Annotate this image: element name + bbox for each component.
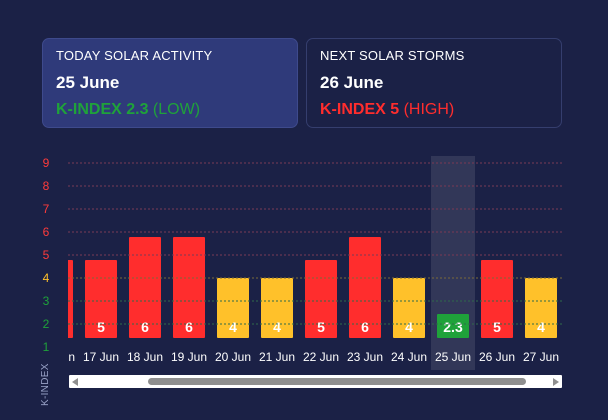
triangle-left-icon[interactable]: [72, 378, 78, 386]
y-tick-label: 7: [43, 202, 50, 216]
y-tick-label: 1: [43, 340, 50, 354]
today-date: 25 June: [56, 73, 120, 92]
next-k-index: K-INDEX 5 (HIGH): [320, 101, 548, 119]
bar-value-label: 2.3: [443, 319, 463, 335]
x-tick-label: 17 Jun: [83, 350, 119, 364]
bar-value-label: 5: [493, 319, 501, 335]
x-tick-label: 19 Jun: [171, 350, 207, 364]
bar: [305, 260, 337, 338]
x-tick-label: 16 Jun: [39, 350, 75, 364]
bar-value-label: 4: [405, 319, 413, 335]
x-tick-label: 21 Jun: [259, 350, 295, 364]
x-tick-label: 23 Jun: [347, 350, 383, 364]
bar: [217, 278, 249, 338]
bar-value-label: 4: [273, 319, 281, 335]
next-storms-card: NEXT SOLAR STORMS 26 June K-INDEX 5 (HIG…: [306, 38, 562, 128]
bar-value-label: 4: [229, 319, 237, 335]
today-k-index: K-INDEX 2.3 (LOW): [56, 101, 284, 119]
y-tick-label: 4: [43, 271, 50, 285]
next-k-value: K-INDEX 5: [320, 101, 400, 118]
bar-value-label: 4: [537, 319, 545, 335]
bar: [349, 237, 381, 338]
x-tick-label: 24 Jun: [391, 350, 427, 364]
next-date: 26 June: [320, 73, 384, 92]
y-tick-label: 8: [43, 179, 50, 193]
y-axis-title: K-INDEX: [40, 363, 51, 406]
bar: [85, 260, 117, 338]
y-tick-label: 2: [43, 317, 50, 331]
plot-area: 16 Jun 5 17 Jun 6 18 Jun 6 19 Jun 4 20 Jun 4 21 Ju…: [39, 156, 559, 370]
bar: [437, 314, 469, 338]
y-tick-label: 3: [43, 294, 50, 308]
bar-value-label: 5: [97, 319, 105, 335]
next-k-level: (HIGH): [403, 101, 455, 118]
today-k-value: K-INDEX 2.3: [56, 101, 149, 118]
triangle-right-icon[interactable]: [553, 378, 559, 386]
bar: [173, 237, 205, 338]
x-tick-label: 20 Jun: [215, 350, 251, 364]
bar: [129, 237, 161, 338]
bar: [525, 278, 557, 338]
x-tick-label: 22 Jun: [303, 350, 339, 364]
today-label: TODAY SOLAR ACTIVITY: [56, 48, 213, 63]
x-tick-label: 26 Jun: [479, 350, 515, 364]
x-tick-label: 18 Jun: [127, 350, 163, 364]
y-tick-label: 5: [43, 248, 50, 262]
y-tick-label: 9: [43, 156, 50, 170]
x-tick-label: 27 Jun: [523, 350, 559, 364]
today-k-level: (LOW): [152, 101, 201, 118]
chart-scrollbar[interactable]: [69, 375, 562, 388]
next-label: NEXT SOLAR STORMS: [320, 48, 465, 63]
bar-value-label: 6: [361, 319, 369, 335]
bar: [68, 260, 73, 338]
bar-value-label: 6: [141, 319, 149, 335]
bar: [261, 278, 293, 338]
today-activity-card: TODAY SOLAR ACTIVITY 25 June K-INDEX 2.3…: [42, 38, 298, 128]
scrollbar-thumb[interactable]: [148, 378, 526, 385]
bar: [393, 278, 425, 338]
bar: [481, 260, 513, 338]
y-tick-label: 6: [43, 225, 50, 239]
bar-value-label: 6: [185, 319, 193, 335]
bar-value-label: 5: [317, 319, 325, 335]
x-tick-label: 25 Jun: [435, 350, 471, 364]
